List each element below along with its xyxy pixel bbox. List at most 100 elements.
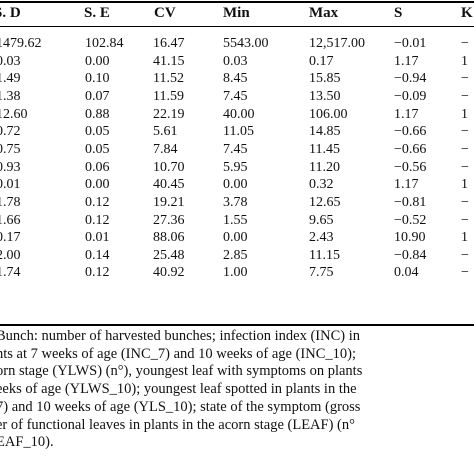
table-cell: 0.07 <box>85 88 110 104</box>
table-cell: 10.90 <box>394 230 426 246</box>
table-cell: 0.04 <box>394 265 419 281</box>
table-row: 0.03 0.00 41.15 0.03 0.17 1.17 1 <box>0 53 474 70</box>
footnote-line: 7) and 10 weeks of age (YLS_10); state o… <box>0 398 361 415</box>
table-cell: 0.12 <box>85 212 110 228</box>
table-cell: 16.47 <box>153 36 185 51</box>
table-cell: 8.45 <box>223 71 248 87</box>
table-cell: 7.45 <box>223 141 248 157</box>
table-cell: 1.49 <box>0 71 21 87</box>
table-cell: 1.17 <box>394 106 419 122</box>
table-cell: 0.05 <box>85 124 110 140</box>
table-cell: 14.85 <box>309 124 341 140</box>
table-row: 0.17 0.01 88.06 0.00 2.43 10.90 1 <box>0 229 474 246</box>
table-cell: 88.06 <box>153 230 185 246</box>
table-cell: −0.09 <box>394 88 427 104</box>
footnote-line: Bunch: number of harvested bunches; infe… <box>0 328 361 344</box>
table-cell: 2.43 <box>309 230 334 246</box>
table-cell: −0.84 <box>394 247 427 263</box>
table-row: 1.74 0.12 40.92 1.00 7.75 0.04 − <box>0 264 474 281</box>
table-cell: −0.52 <box>394 212 427 228</box>
table-cell: 1 <box>461 106 468 122</box>
table-cell: 12,517.00 <box>309 36 365 51</box>
table-cell: 11.20 <box>309 159 340 175</box>
table-cell: 40.92 <box>153 265 185 281</box>
table-cell: 0.01 <box>85 230 110 246</box>
table-cell: 25.48 <box>153 247 185 263</box>
table-row: 0.93 0.06 10.70 5.95 11.20 −0.56 − <box>0 159 474 176</box>
table-cell: 15.85 <box>309 71 341 87</box>
table-row: 1.78 0.12 19.21 3.78 12.65 −0.81 − <box>0 194 474 211</box>
table-top-rule <box>0 1 474 3</box>
table-cell: 19.21 <box>153 194 185 210</box>
table-cell: 2.00 <box>0 247 21 263</box>
table-cell: 0.32 <box>309 177 334 193</box>
table-cell: 1 <box>461 53 468 69</box>
table-cell: 1479.62 <box>0 36 42 51</box>
footnote-line: er of functional leaves in plants in the… <box>0 416 355 433</box>
table-cell: 0.17 <box>309 53 334 69</box>
table-cell: − <box>461 159 469 175</box>
table-cell: 0.01 <box>0 177 21 193</box>
table-cell: 0.05 <box>85 141 110 157</box>
table-row: 0.75 0.05 7.84 7.45 11.45 −0.66 − <box>0 141 474 158</box>
table-cell: 0.00 <box>85 53 110 69</box>
header-s: S <box>394 5 403 21</box>
table-cell: 1 <box>461 177 468 193</box>
table-cell: 0.93 <box>0 159 21 175</box>
footnote-line: nts at 7 weeks of age (INC_7) and 10 wee… <box>0 345 356 362</box>
table-cell: 0.06 <box>85 159 110 175</box>
table-cell: 11.15 <box>309 247 340 263</box>
table-cell: 12.65 <box>309 194 341 210</box>
table-footnote: Bunch: number of harvested bunches; infe… <box>0 328 474 452</box>
table-cell: 1.17 <box>394 53 419 69</box>
table-cell: 12.60 <box>0 106 28 122</box>
table-cell: −0.66 <box>394 141 427 157</box>
table-cell: 22.19 <box>153 106 185 122</box>
table-cell: 9.65 <box>309 212 334 228</box>
table-cell: 5.61 <box>153 124 178 140</box>
header-sd: S. D <box>0 5 21 21</box>
table-cell: −0.66 <box>394 124 427 140</box>
table-cell: 10.70 <box>153 159 185 175</box>
table-cell: 11.45 <box>309 141 340 157</box>
table-cell: 1.55 <box>223 212 248 228</box>
footnote-line: EAF_10). <box>0 434 54 451</box>
footnote-line: eeks of age (YLWS_10); youngest leaf spo… <box>0 381 357 398</box>
header-min: Min <box>223 5 250 21</box>
table-cell: 41.15 <box>153 53 185 69</box>
table-cell: 0.00 <box>223 177 248 193</box>
table-cell: 0.03 <box>223 53 248 69</box>
table-cell: 5543.00 <box>223 36 269 51</box>
table-cell: − <box>461 36 469 51</box>
table-cell: 1.17 <box>394 177 419 193</box>
table-cell: 0.00 <box>85 177 110 193</box>
table-cell: 0.75 <box>0 141 21 157</box>
table-bottom-rule <box>0 324 474 326</box>
table-cell: −0.01 <box>394 36 427 51</box>
table-cell: 7.75 <box>309 265 334 281</box>
table-cell: −0.94 <box>394 71 427 87</box>
table-cell: 0.03 <box>0 53 21 69</box>
table-cell: 40.45 <box>153 177 185 193</box>
table-cell: − <box>461 265 469 281</box>
table-cell: 0.10 <box>85 71 110 87</box>
table-cell: 1.66 <box>0 212 21 228</box>
table-cell: 11.59 <box>153 88 184 104</box>
table-cell: 11.05 <box>223 124 254 140</box>
table-cell: 13.50 <box>309 88 341 104</box>
header-k: K <box>461 5 473 21</box>
header-se: S. E <box>84 5 110 21</box>
table-cell: 27.36 <box>153 212 185 228</box>
table-cell: 1.78 <box>0 194 21 210</box>
table-cell: 106.00 <box>309 106 348 122</box>
header-max: Max <box>309 5 339 21</box>
table-cell: 0.17 <box>0 230 21 246</box>
table-cell: 102.84 <box>85 36 124 51</box>
table-row: 0.72 0.05 5.61 11.05 14.85 −0.66 − <box>0 123 474 140</box>
table-cell: − <box>461 124 469 140</box>
table-row: 1.66 0.12 27.36 1.55 9.65 −0.52 − <box>0 212 474 229</box>
table-cell: 11.52 <box>153 71 184 87</box>
table-cell: −0.56 <box>394 159 427 175</box>
table-cell: 40.00 <box>223 106 255 122</box>
table-cell: − <box>461 141 469 157</box>
